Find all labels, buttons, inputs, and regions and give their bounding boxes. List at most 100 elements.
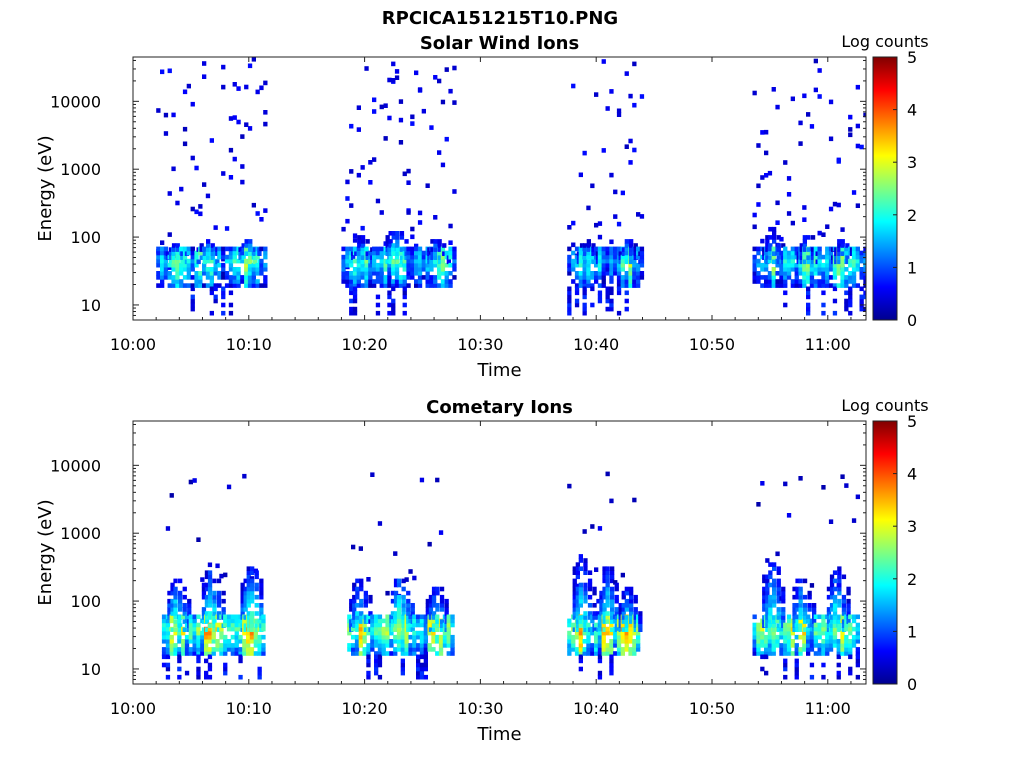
data-cell [204, 643, 209, 648]
data-cell [821, 310, 826, 316]
data-cell [798, 603, 803, 608]
colorbar [872, 420, 898, 685]
data-cell [202, 271, 207, 276]
data-cell [402, 310, 407, 316]
data-cell [246, 582, 251, 588]
data-cell [250, 611, 255, 616]
data-cell [783, 634, 788, 640]
data-cell [396, 630, 402, 636]
data-cell [206, 247, 211, 252]
data-cell [582, 259, 588, 265]
data-cell [821, 622, 826, 628]
data-cell [765, 582, 770, 588]
data-cell [578, 258, 583, 264]
data-cell [760, 175, 765, 180]
data-cell [601, 148, 606, 153]
data-cell [360, 259, 366, 265]
data-cell [253, 651, 258, 656]
data-cell [590, 302, 595, 308]
data-cell [366, 630, 371, 636]
data-cell [259, 283, 264, 288]
data-cell [377, 662, 383, 668]
data-cell [242, 643, 247, 648]
data-cell [244, 283, 249, 288]
data-cell [221, 310, 226, 316]
data-cell [786, 634, 792, 640]
data-cell [574, 283, 580, 288]
data-cell [226, 647, 232, 652]
data-cell [832, 607, 838, 612]
data-cell [752, 275, 757, 280]
data-cell [836, 670, 841, 676]
data-cell [173, 647, 178, 652]
data-cell [765, 603, 770, 608]
data-cell [358, 546, 363, 551]
data-cell [404, 630, 409, 636]
data-cell [633, 623, 638, 628]
data-cell [779, 630, 784, 636]
data-cell [366, 647, 371, 652]
data-cell [250, 627, 255, 632]
data-cell [571, 83, 576, 89]
data-cell [620, 190, 625, 196]
data-cell [802, 603, 808, 608]
data-cell [374, 654, 379, 660]
data-cell [259, 607, 264, 612]
data-cell [837, 566, 842, 571]
data-cell [221, 286, 226, 292]
data-cell [406, 615, 411, 620]
data-cell [244, 279, 249, 284]
data-cell [786, 176, 792, 181]
data-cell [813, 639, 818, 644]
data-cell [207, 611, 213, 616]
data-cell [396, 598, 402, 604]
data-cell [375, 310, 381, 316]
data-cell [390, 611, 396, 616]
data-cell [841, 603, 847, 608]
data-cell [771, 634, 776, 640]
data-cell [173, 590, 178, 596]
data-cell [575, 619, 580, 624]
data-cell [790, 250, 795, 256]
data-cell [360, 255, 366, 260]
data-cell [837, 598, 842, 604]
data-cell [776, 235, 781, 240]
x-tick-label: 10:40 [573, 335, 619, 354]
data-cell [417, 271, 423, 276]
data-cell [412, 618, 417, 624]
data-cell [841, 598, 847, 604]
data-cell [786, 643, 792, 648]
data-cell [790, 651, 795, 656]
data-cell [614, 623, 619, 628]
data-cell [629, 251, 634, 256]
data-cell [620, 275, 625, 280]
data-cell [228, 250, 234, 256]
data-cell [597, 658, 603, 664]
data-cell [379, 283, 384, 288]
data-cell [450, 647, 455, 652]
data-cell [410, 234, 415, 240]
data-cell [837, 590, 842, 596]
data-cell [837, 255, 842, 260]
data-cell [362, 639, 367, 644]
data-cell [406, 283, 411, 288]
data-cell [764, 267, 769, 272]
data-cell [567, 254, 572, 260]
data-cell [783, 666, 788, 672]
data-cell [219, 626, 224, 632]
data-cell [621, 603, 626, 608]
data-cell [391, 246, 396, 252]
data-cell [767, 630, 773, 636]
data-cell [798, 262, 803, 268]
data-cell [425, 271, 430, 276]
data-cell [851, 267, 857, 272]
data-cell [217, 271, 222, 276]
data-cell [806, 651, 811, 656]
data-cell [377, 651, 383, 656]
data-cell [163, 258, 169, 264]
data-cell [201, 594, 207, 600]
data-cell [433, 247, 438, 252]
data-cell [169, 618, 174, 624]
data-cell [764, 639, 769, 644]
data-cell [396, 647, 402, 652]
